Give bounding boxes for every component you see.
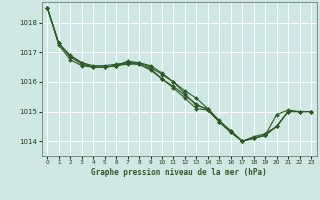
X-axis label: Graphe pression niveau de la mer (hPa): Graphe pression niveau de la mer (hPa) bbox=[91, 168, 267, 177]
